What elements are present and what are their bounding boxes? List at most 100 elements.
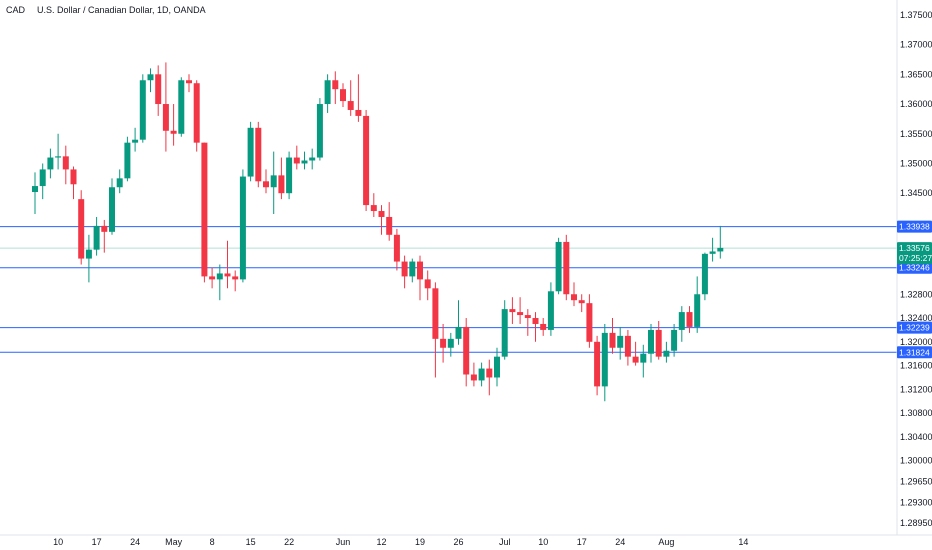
candle[interactable] bbox=[417, 255, 423, 301]
candle-body bbox=[478, 368, 485, 381]
candle[interactable] bbox=[571, 282, 577, 307]
candle[interactable] bbox=[701, 252, 708, 301]
candle[interactable] bbox=[224, 240, 231, 289]
candle[interactable] bbox=[255, 121, 262, 188]
candle[interactable] bbox=[78, 190, 85, 265]
candle[interactable] bbox=[209, 267, 216, 289]
candle[interactable] bbox=[309, 148, 316, 170]
candle[interactable] bbox=[655, 321, 662, 360]
candle[interactable] bbox=[62, 145, 69, 185]
candle[interactable] bbox=[717, 225, 724, 259]
candle[interactable] bbox=[247, 121, 254, 182]
candle[interactable] bbox=[301, 151, 308, 170]
candle[interactable] bbox=[470, 362, 477, 387]
candle[interactable] bbox=[170, 104, 177, 146]
candle[interactable] bbox=[109, 178, 115, 235]
candle[interactable] bbox=[578, 294, 585, 313]
price-tick-label: 1.32400 bbox=[900, 313, 932, 323]
candle[interactable] bbox=[39, 163, 46, 200]
candle[interactable] bbox=[424, 270, 431, 301]
candle[interactable] bbox=[440, 323, 447, 363]
candle[interactable] bbox=[270, 151, 277, 214]
candle-body bbox=[39, 169, 46, 187]
candle[interactable] bbox=[263, 169, 269, 194]
candle[interactable] bbox=[232, 270, 239, 292]
candle[interactable] bbox=[186, 74, 192, 93]
candle[interactable] bbox=[624, 329, 631, 366]
candle[interactable] bbox=[155, 65, 162, 116]
candle[interactable] bbox=[617, 326, 624, 360]
candle[interactable] bbox=[370, 193, 377, 217]
candle[interactable] bbox=[316, 98, 323, 161]
candle[interactable] bbox=[563, 234, 570, 301]
candle[interactable] bbox=[447, 332, 454, 357]
candle[interactable] bbox=[55, 133, 62, 170]
candle[interactable] bbox=[463, 318, 470, 387]
candle[interactable] bbox=[363, 109, 370, 212]
candle[interactable] bbox=[555, 237, 562, 295]
candle[interactable] bbox=[632, 341, 639, 366]
candle[interactable] bbox=[694, 276, 701, 333]
candle[interactable] bbox=[147, 68, 154, 93]
candle[interactable] bbox=[494, 347, 500, 387]
candle[interactable] bbox=[278, 157, 285, 200]
candle[interactable] bbox=[601, 323, 608, 402]
price-tick-label: 1.32800 bbox=[900, 289, 932, 299]
candle-body bbox=[624, 335, 631, 357]
candle-body bbox=[671, 329, 678, 351]
candle[interactable] bbox=[517, 297, 524, 324]
candle[interactable] bbox=[132, 127, 139, 152]
candle[interactable] bbox=[663, 341, 670, 363]
candle[interactable] bbox=[640, 344, 647, 378]
candle[interactable] bbox=[32, 172, 38, 214]
candle[interactable] bbox=[540, 318, 547, 336]
candle[interactable] bbox=[709, 237, 716, 262]
candle[interactable] bbox=[455, 300, 462, 345]
candle[interactable] bbox=[239, 169, 246, 283]
candle[interactable] bbox=[124, 136, 131, 182]
candle[interactable] bbox=[116, 169, 123, 194]
candle[interactable] bbox=[547, 282, 554, 336]
candle[interactable] bbox=[293, 145, 300, 170]
candle[interactable] bbox=[340, 83, 346, 107]
candle[interactable] bbox=[139, 74, 146, 143]
candle[interactable] bbox=[532, 312, 539, 342]
candle[interactable] bbox=[393, 228, 400, 271]
candle[interactable] bbox=[216, 264, 223, 301]
candle[interactable] bbox=[47, 148, 54, 179]
candle[interactable] bbox=[686, 306, 693, 333]
candle-body bbox=[501, 309, 508, 357]
candle[interactable] bbox=[201, 142, 208, 283]
candle[interactable] bbox=[509, 297, 516, 324]
candle[interactable] bbox=[162, 62, 169, 152]
candle[interactable] bbox=[594, 335, 601, 396]
candle-body bbox=[278, 175, 285, 194]
candle[interactable] bbox=[409, 258, 416, 283]
candle[interactable] bbox=[332, 71, 339, 105]
candle[interactable] bbox=[609, 318, 616, 354]
candle[interactable] bbox=[401, 255, 408, 289]
candle[interactable] bbox=[386, 202, 393, 241]
candle-body bbox=[32, 186, 38, 193]
candle[interactable] bbox=[678, 306, 685, 342]
candle[interactable] bbox=[93, 216, 100, 256]
candle[interactable] bbox=[671, 323, 678, 357]
candle[interactable] bbox=[286, 151, 293, 200]
candle[interactable] bbox=[101, 219, 108, 253]
candle[interactable] bbox=[432, 282, 439, 378]
candle[interactable] bbox=[355, 74, 362, 122]
candle[interactable] bbox=[347, 80, 354, 116]
candle[interactable] bbox=[178, 77, 185, 137]
candle[interactable] bbox=[586, 294, 593, 348]
candle[interactable] bbox=[478, 362, 485, 387]
candle[interactable] bbox=[324, 74, 331, 113]
candle[interactable] bbox=[501, 300, 508, 360]
candle[interactable] bbox=[378, 205, 385, 235]
candle[interactable] bbox=[70, 166, 77, 200]
candle[interactable] bbox=[486, 359, 493, 396]
candle[interactable] bbox=[524, 309, 531, 336]
candle[interactable] bbox=[193, 80, 200, 152]
candle[interactable] bbox=[648, 323, 654, 363]
candle[interactable] bbox=[85, 234, 92, 283]
